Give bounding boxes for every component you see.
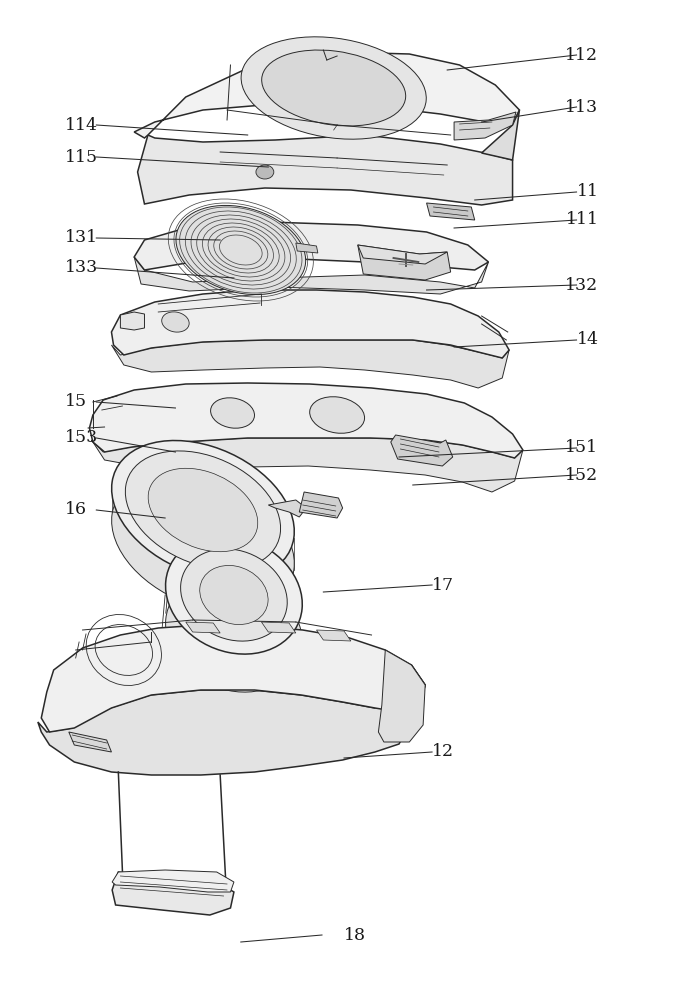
Polygon shape: [427, 203, 475, 220]
Ellipse shape: [241, 37, 427, 139]
Polygon shape: [186, 622, 220, 633]
Polygon shape: [120, 312, 144, 330]
Polygon shape: [112, 870, 234, 892]
Ellipse shape: [211, 398, 255, 428]
Polygon shape: [482, 110, 519, 160]
Polygon shape: [41, 625, 425, 732]
Polygon shape: [391, 435, 453, 466]
Text: 114: 114: [65, 116, 98, 133]
Polygon shape: [134, 52, 519, 138]
Text: 15: 15: [65, 393, 87, 410]
Text: 115: 115: [65, 148, 98, 165]
Polygon shape: [299, 492, 343, 518]
Text: 113: 113: [566, 99, 599, 115]
Polygon shape: [261, 622, 296, 633]
Text: 151: 151: [566, 440, 599, 456]
Text: 11: 11: [577, 184, 599, 200]
Text: 111: 111: [566, 212, 599, 229]
Polygon shape: [454, 112, 516, 140]
Polygon shape: [296, 243, 318, 253]
Polygon shape: [92, 438, 523, 492]
Polygon shape: [134, 257, 488, 294]
Polygon shape: [111, 290, 509, 358]
Ellipse shape: [176, 205, 305, 295]
Text: 133: 133: [65, 259, 98, 276]
Text: 16: 16: [65, 502, 87, 518]
Ellipse shape: [162, 312, 189, 332]
Text: 14: 14: [577, 332, 599, 349]
Polygon shape: [69, 732, 111, 752]
Ellipse shape: [148, 468, 258, 552]
Text: 153: 153: [65, 430, 98, 446]
Polygon shape: [358, 245, 451, 280]
Polygon shape: [138, 135, 513, 205]
Polygon shape: [38, 665, 425, 775]
Ellipse shape: [261, 50, 406, 126]
Ellipse shape: [125, 451, 281, 569]
Polygon shape: [316, 630, 351, 641]
Text: 17: 17: [432, 576, 454, 593]
Polygon shape: [378, 650, 425, 742]
Ellipse shape: [200, 565, 268, 625]
Ellipse shape: [181, 549, 287, 641]
Ellipse shape: [310, 397, 365, 433]
Ellipse shape: [166, 574, 302, 692]
Ellipse shape: [111, 473, 294, 611]
Text: 132: 132: [566, 276, 599, 294]
Polygon shape: [112, 872, 234, 915]
Polygon shape: [111, 340, 509, 388]
Text: 112: 112: [566, 46, 599, 64]
Polygon shape: [134, 222, 488, 270]
Ellipse shape: [166, 536, 302, 654]
Ellipse shape: [111, 441, 294, 579]
Polygon shape: [89, 383, 523, 458]
Ellipse shape: [256, 165, 274, 179]
Text: 131: 131: [65, 230, 98, 246]
Text: 18: 18: [344, 926, 366, 944]
Text: 152: 152: [566, 466, 599, 484]
Text: 12: 12: [432, 744, 454, 760]
Polygon shape: [268, 500, 306, 517]
Polygon shape: [358, 245, 447, 264]
